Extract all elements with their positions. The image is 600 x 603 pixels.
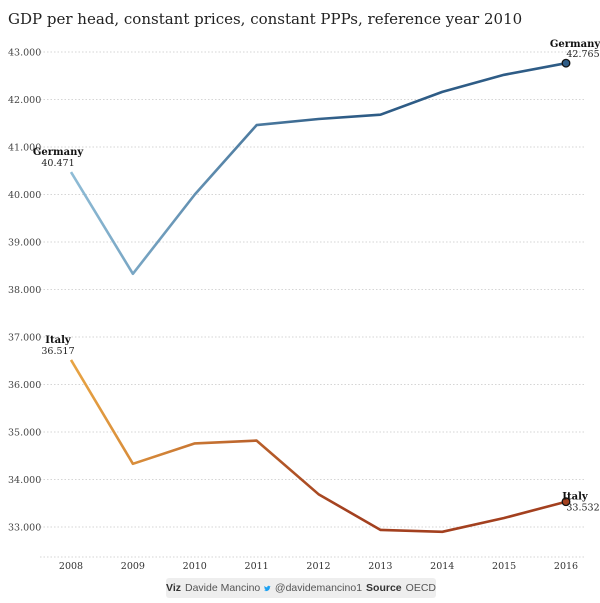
chart-title: GDP per head, constant prices, constant … xyxy=(8,10,523,28)
series-end-marker-italy xyxy=(561,497,571,507)
y-tick-label: 33.000 xyxy=(8,523,41,534)
series-line-germany xyxy=(69,61,567,276)
start-value-label: 36.517 xyxy=(41,346,74,357)
end-label: Italy xyxy=(562,492,589,503)
x-tick-label: 2009 xyxy=(121,561,145,572)
x-tick-label: 2008 xyxy=(59,561,83,572)
x-tick-label: 2016 xyxy=(554,561,578,572)
series-end-marker-germany xyxy=(561,58,571,68)
y-tick-label: 37.000 xyxy=(8,333,41,344)
y-tick-label: 34.000 xyxy=(8,475,41,486)
start-label: Germany xyxy=(33,147,85,158)
x-tick-label: 2011 xyxy=(245,561,269,572)
y-tick-label: 42.000 xyxy=(8,95,41,106)
start-value-label: 40.471 xyxy=(41,158,74,169)
source-label: Source xyxy=(366,582,402,594)
y-tick-label: 41.000 xyxy=(8,143,41,154)
twitter-icon xyxy=(264,585,271,591)
source-name: OECD xyxy=(405,582,436,594)
x-tick-label: 2012 xyxy=(306,561,330,572)
x-tick-label: 2010 xyxy=(183,561,207,572)
series-line-italy xyxy=(69,359,567,534)
y-tick-label: 38.000 xyxy=(8,285,41,296)
y-tick-label: 39.000 xyxy=(8,238,41,249)
end-value-label: 42.765 xyxy=(566,49,599,60)
twitter-handle[interactable]: @davidemancino1 xyxy=(274,582,363,594)
x-tick-label: 2013 xyxy=(368,561,392,572)
viz-label: Viz xyxy=(166,582,181,594)
y-tick-label: 36.000 xyxy=(8,380,41,391)
start-label: Italy xyxy=(45,335,72,346)
end-value-label: 33.532 xyxy=(566,503,599,514)
credits-footer: Viz Davide Mancino @davidemancino1 Sourc… xyxy=(166,578,436,598)
end-label: Germany xyxy=(550,39,600,50)
x-tick-label: 2015 xyxy=(492,561,516,572)
x-tick-label: 2014 xyxy=(430,561,454,572)
y-tick-label: 35.000 xyxy=(8,428,41,439)
y-tick-label: 43.000 xyxy=(8,48,41,59)
author-name: Davide Mancino xyxy=(184,582,261,594)
y-tick-label: 40.000 xyxy=(8,190,41,201)
